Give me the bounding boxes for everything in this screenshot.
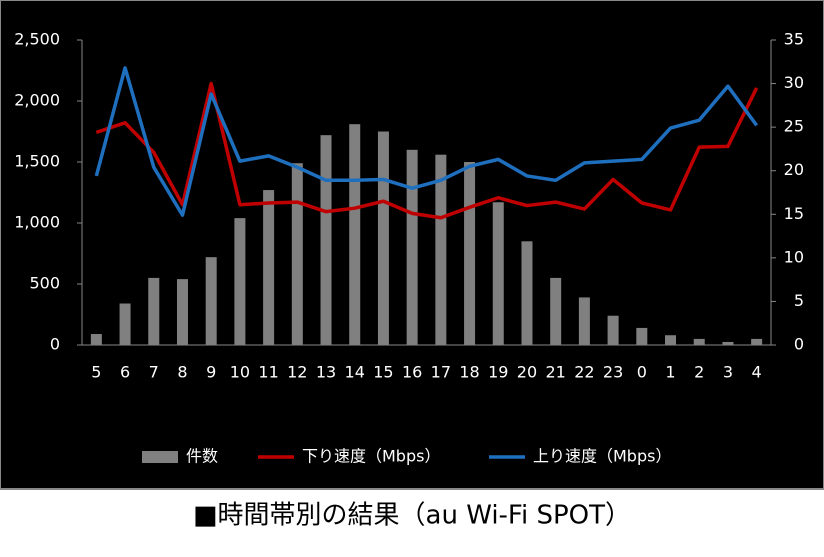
x-tick-label: 4 bbox=[752, 363, 762, 382]
bar bbox=[693, 338, 705, 345]
x-tick-label: 5 bbox=[91, 363, 101, 382]
x-tick-label: 8 bbox=[177, 363, 187, 382]
y2-tick-label: 25 bbox=[784, 117, 804, 136]
x-tick-label: 6 bbox=[120, 363, 130, 382]
y2-tick-label: 20 bbox=[784, 160, 804, 179]
x-tick-label: 9 bbox=[206, 363, 216, 382]
legend-swatch bbox=[142, 451, 178, 463]
bar bbox=[492, 202, 504, 345]
bar bbox=[435, 154, 447, 345]
bar bbox=[578, 297, 590, 345]
bar bbox=[291, 163, 303, 345]
y2-tick-label: 10 bbox=[784, 247, 804, 266]
x-tick-label: 3 bbox=[723, 363, 733, 382]
y-tick-label: 0 bbox=[50, 335, 60, 354]
line bbox=[95, 81, 759, 220]
bar bbox=[176, 279, 188, 345]
y2-tick-label: 30 bbox=[784, 73, 804, 92]
x-tick-label: 17 bbox=[431, 363, 451, 382]
line bbox=[94, 66, 759, 217]
bar bbox=[550, 277, 562, 345]
x-tick-label: 22 bbox=[574, 363, 594, 382]
bar bbox=[90, 334, 102, 345]
bar bbox=[320, 135, 332, 345]
x-tick-label: 14 bbox=[345, 363, 365, 382]
bar bbox=[464, 162, 476, 345]
x-tick-label: 1 bbox=[665, 363, 675, 382]
bar bbox=[205, 257, 217, 345]
x-tick-label: 7 bbox=[149, 363, 159, 382]
x-tick-label: 15 bbox=[373, 363, 393, 382]
x-tick-label: 18 bbox=[459, 363, 479, 382]
x-tick-label: 10 bbox=[230, 363, 250, 382]
x-tick-label: 20 bbox=[517, 363, 537, 382]
x-tick-label: 12 bbox=[287, 363, 307, 382]
bar bbox=[607, 315, 619, 345]
x-tick-label: 19 bbox=[488, 363, 508, 382]
y2-tick-label: 0 bbox=[794, 335, 804, 354]
legend-label: 件数 bbox=[186, 447, 218, 466]
x-tick-label: 0 bbox=[637, 363, 647, 382]
bar bbox=[722, 341, 734, 345]
x-tick-label: 16 bbox=[402, 363, 422, 382]
x-tick-label: 2 bbox=[694, 363, 704, 382]
y2-tick-label: 15 bbox=[784, 204, 804, 223]
bar bbox=[521, 241, 533, 345]
bar bbox=[377, 131, 389, 345]
x-tick-label: 11 bbox=[258, 363, 278, 382]
bar bbox=[349, 124, 361, 346]
y2-tick-label: 35 bbox=[784, 30, 804, 49]
y-tick-label: 2,000 bbox=[14, 91, 60, 110]
y-tick-label: 1,000 bbox=[14, 213, 60, 232]
bar bbox=[263, 190, 275, 345]
legend-label: 下り速度（Mbps） bbox=[302, 447, 440, 466]
bar bbox=[234, 218, 246, 345]
y2-tick-label: 5 bbox=[794, 291, 804, 310]
legend-label: 上り速度（Mbps） bbox=[533, 447, 671, 466]
chart-title: ■時間帯別の結果（au Wi-Fi SPOT） bbox=[193, 501, 631, 531]
x-tick-label: 21 bbox=[546, 363, 566, 382]
bar bbox=[406, 149, 418, 345]
bar bbox=[665, 335, 677, 345]
bar bbox=[751, 338, 763, 345]
bar bbox=[148, 277, 160, 345]
y-tick-label: 2,500 bbox=[14, 30, 60, 49]
y-tick-label: 1,500 bbox=[14, 152, 60, 171]
bar bbox=[119, 303, 131, 345]
bar bbox=[636, 327, 648, 345]
x-tick-label: 23 bbox=[603, 363, 623, 382]
x-tick-label: 13 bbox=[316, 363, 336, 382]
y-tick-label: 500 bbox=[29, 274, 60, 293]
